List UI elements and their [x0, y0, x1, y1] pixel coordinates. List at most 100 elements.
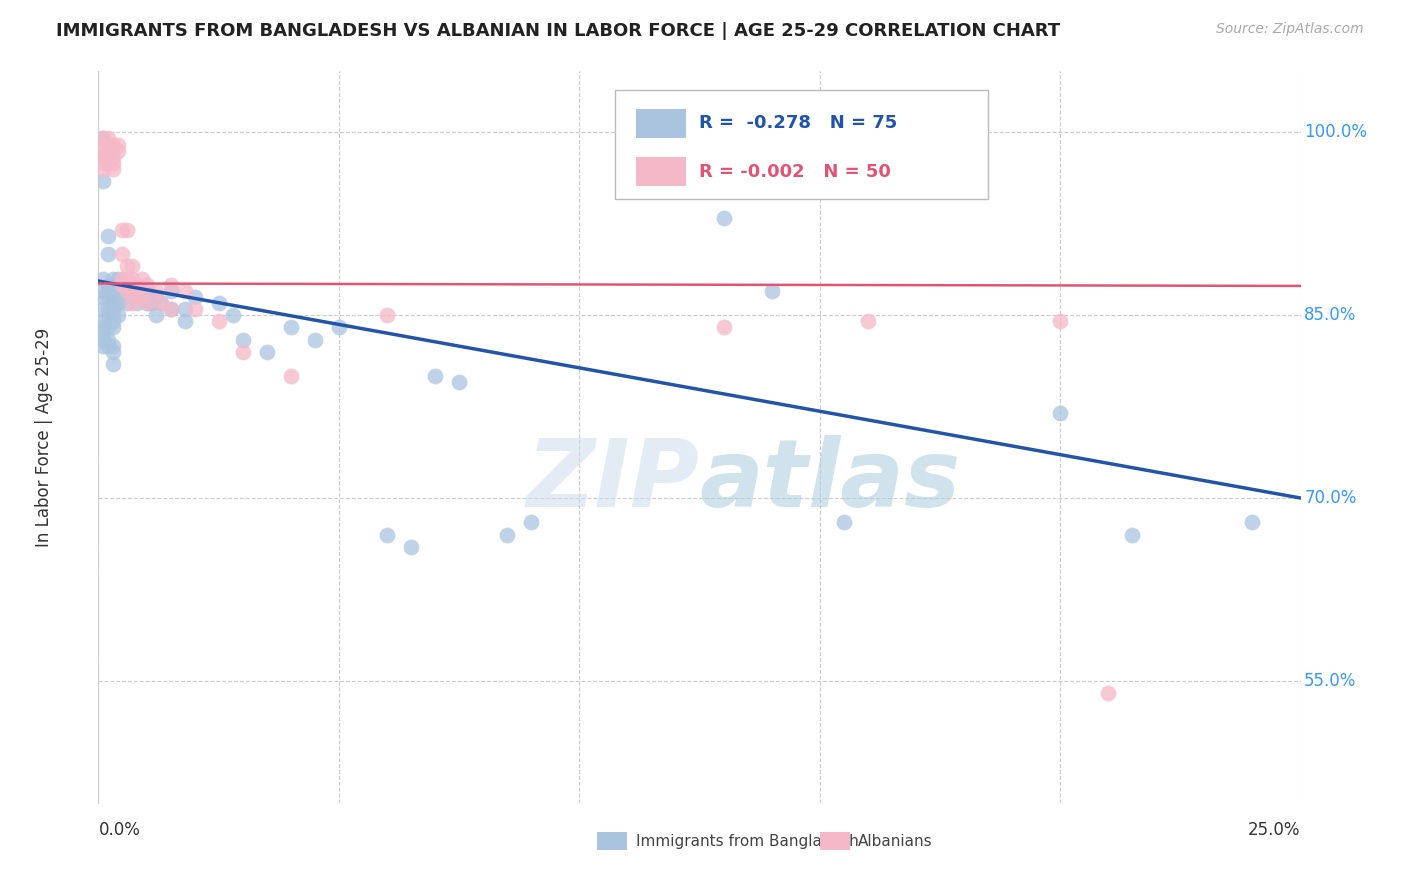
Point — [121, 271, 143, 285]
Point — [91, 156, 114, 170]
Point — [101, 144, 124, 158]
Point — [101, 308, 124, 322]
Point — [101, 339, 124, 353]
Point — [713, 320, 735, 334]
Point — [101, 161, 124, 176]
Point — [713, 211, 735, 225]
Point — [91, 333, 114, 347]
Point — [159, 302, 181, 317]
Point — [1241, 516, 1264, 530]
Point — [91, 339, 114, 353]
Point — [1049, 314, 1071, 328]
Point — [117, 271, 139, 285]
Point — [145, 284, 167, 298]
Point — [101, 344, 124, 359]
Point — [107, 271, 129, 285]
Point — [101, 302, 124, 317]
FancyBboxPatch shape — [636, 157, 686, 186]
Point — [91, 174, 114, 188]
Point — [121, 260, 143, 274]
Point — [174, 302, 197, 317]
Point — [91, 271, 114, 285]
Point — [91, 131, 114, 145]
Point — [159, 284, 181, 298]
Point — [375, 527, 398, 541]
FancyBboxPatch shape — [820, 832, 849, 850]
Point — [111, 247, 134, 261]
Text: 0.0%: 0.0% — [98, 821, 141, 839]
Text: 25.0%: 25.0% — [1249, 821, 1301, 839]
Point — [97, 320, 120, 334]
Point — [101, 357, 124, 371]
Point — [97, 156, 120, 170]
Point — [117, 223, 139, 237]
Point — [135, 284, 157, 298]
Text: In Labor Force | Age 25-29: In Labor Force | Age 25-29 — [35, 327, 53, 547]
Text: IMMIGRANTS FROM BANGLADESH VS ALBANIAN IN LABOR FORCE | AGE 25-29 CORRELATION CH: IMMIGRANTS FROM BANGLADESH VS ALBANIAN I… — [56, 22, 1060, 40]
Point — [125, 277, 148, 292]
Point — [131, 290, 153, 304]
Point — [856, 314, 879, 328]
Point — [125, 290, 148, 304]
Point — [1049, 406, 1071, 420]
Point — [520, 516, 543, 530]
Point — [174, 314, 197, 328]
Point — [97, 302, 120, 317]
Point — [97, 229, 120, 244]
Point — [399, 540, 422, 554]
Point — [117, 284, 139, 298]
Point — [111, 223, 134, 237]
Point — [304, 333, 326, 347]
FancyBboxPatch shape — [616, 90, 988, 200]
Point — [117, 284, 139, 298]
Point — [125, 296, 148, 310]
Point — [101, 290, 124, 304]
Text: Albanians: Albanians — [858, 834, 932, 849]
Point — [121, 296, 143, 310]
Point — [91, 284, 114, 298]
Point — [761, 284, 783, 298]
Point — [107, 296, 129, 310]
Point — [145, 290, 167, 304]
Point — [121, 284, 143, 298]
Text: Source: ZipAtlas.com: Source: ZipAtlas.com — [1216, 22, 1364, 37]
Point — [145, 308, 167, 322]
Point — [107, 308, 129, 322]
Point — [111, 284, 134, 298]
Point — [174, 284, 197, 298]
Point — [117, 296, 139, 310]
Text: R =  -0.278   N = 75: R = -0.278 N = 75 — [699, 114, 898, 132]
Text: 70.0%: 70.0% — [1305, 489, 1357, 507]
Point — [91, 302, 114, 317]
Point — [149, 296, 172, 310]
Point — [447, 376, 470, 390]
Point — [423, 369, 446, 384]
Point — [111, 277, 134, 292]
Point — [222, 308, 245, 322]
Point — [131, 290, 153, 304]
Point — [135, 277, 157, 292]
Point — [183, 290, 205, 304]
Point — [97, 247, 120, 261]
Point — [208, 314, 231, 328]
Point — [97, 137, 120, 152]
Point — [256, 344, 278, 359]
Point — [91, 320, 114, 334]
Point — [121, 284, 143, 298]
Point — [97, 277, 120, 292]
Point — [97, 339, 120, 353]
Point — [111, 277, 134, 292]
Point — [91, 137, 114, 152]
Point — [97, 284, 120, 298]
Point — [97, 333, 120, 347]
Point — [101, 284, 124, 298]
Point — [101, 277, 124, 292]
Point — [91, 144, 114, 158]
Point — [375, 308, 398, 322]
Point — [107, 284, 129, 298]
Point — [107, 144, 129, 158]
Point — [101, 156, 124, 170]
Point — [91, 326, 114, 341]
Point — [159, 302, 181, 317]
Point — [280, 369, 302, 384]
